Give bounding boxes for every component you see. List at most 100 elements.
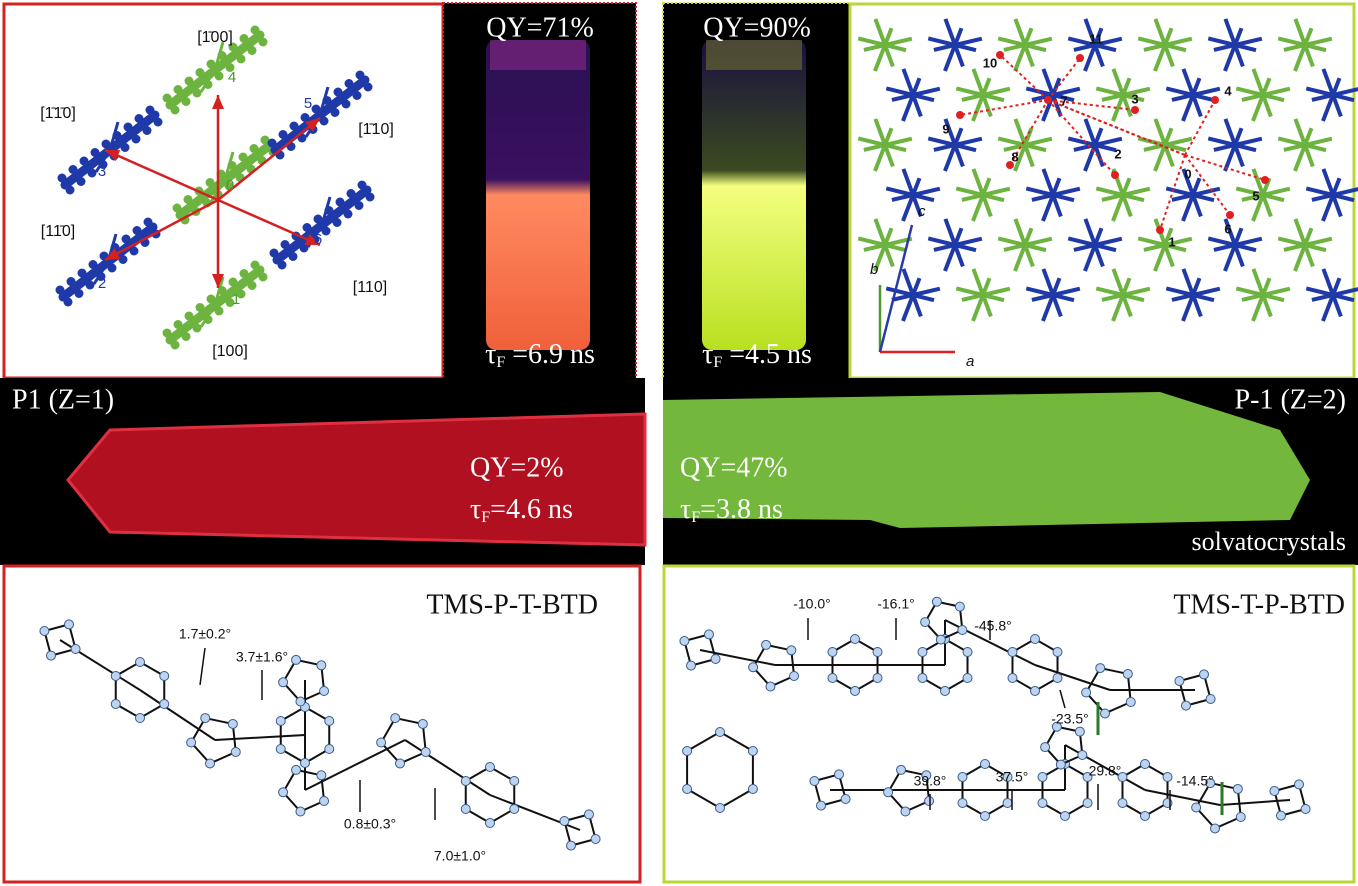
substituent [213,41,225,71]
atom [230,747,241,757]
molecule-arm [1331,294,1343,318]
note: solvatocrystals [1191,527,1346,556]
atom [390,713,401,724]
atom [192,88,202,98]
neighbor-tip [1131,106,1139,114]
atom [77,268,87,278]
molecule-arm [1305,86,1334,97]
atom [341,99,351,109]
molecule-arm [911,77,922,96]
atom [827,673,838,683]
atom [258,37,268,47]
molecule-arm [1233,127,1244,146]
atom [789,671,800,681]
neighbor-link [1009,99,1049,166]
atom [275,744,286,754]
atom [186,737,197,748]
molecule-arm [1153,18,1167,46]
atom [1030,634,1040,644]
molecule-arm [1122,286,1151,297]
crystal [66,412,647,547]
molecule-arm [1083,118,1097,146]
atom [850,634,860,644]
qy: QY=71% [486,12,594,43]
molecule-arm [971,268,985,296]
bond [699,649,776,666]
molecule-arm [1025,86,1054,97]
atom [170,340,180,350]
molecule-arm [954,36,983,47]
atom [748,662,759,673]
atom [162,93,172,103]
direction-label: [1̄1̄0] [40,105,76,122]
molecule-arm [1191,177,1202,196]
molecule-arm [1111,294,1125,322]
neighbor-link [1047,99,1186,156]
atom [1276,810,1286,821]
molecule-arm [955,286,984,297]
molecule-arm [1331,277,1342,296]
molecule-arm [981,77,992,96]
site-label: 0 [1184,166,1191,181]
molecule-arm [997,236,1026,247]
angle-label: 7.0±1.0° [434,848,486,864]
atom [258,272,268,282]
molecule-arm [1067,36,1096,47]
molecule-arm [1207,136,1236,147]
molecule-arm [1181,168,1195,196]
molecule-arm [912,286,941,297]
molecule-arm [1093,227,1104,246]
atom [921,770,932,781]
atom [940,686,950,696]
angle-label: -23.5° [1051,711,1089,727]
lifetime: τF =6.9 ns [485,339,595,370]
molecule-arm [1293,244,1307,272]
atom [145,105,155,115]
atom [70,644,81,654]
angle-label: 39.8° [914,773,947,789]
atom [238,152,248,162]
atom [1140,811,1150,821]
neighbor-tip [1156,226,1164,234]
qy: QY=2% [470,452,564,483]
atom [313,214,323,224]
molecule-arm [1262,86,1291,97]
molecule-arm [954,236,983,247]
molecule-arm [1261,77,1272,96]
molecule-arm [1165,286,1194,297]
molecule-arm [901,68,915,96]
molecule-arm [912,186,941,197]
atom [761,639,772,650]
molecule-arm [1262,186,1291,197]
neighbor-tip [1111,171,1119,179]
atom [1030,686,1040,696]
molecule-arm [943,118,957,146]
molecule-arm [1332,187,1358,197]
atom [121,234,131,244]
molecule-arm [1293,218,1307,246]
atom [335,197,345,207]
pointer [199,647,206,686]
atom [420,747,431,757]
atom [509,776,520,786]
atom [1077,750,1088,760]
molecule-arm [1321,294,1335,322]
axis [878,224,914,353]
molecule-arm [1121,77,1132,96]
molecule-arm [885,286,914,297]
molecule-arm [911,277,922,296]
atom [319,686,330,696]
atom [980,811,990,821]
molecule-arm [1153,144,1167,172]
atom [559,816,570,826]
molecule-arm [1051,94,1063,118]
molecule-arm [1234,236,1263,247]
atom [1117,772,1128,782]
direction-arrow [217,117,321,201]
substituent [94,149,112,173]
molecule-name: TMS-P-T-BTD [426,589,598,620]
molecule-arm [1137,236,1166,247]
molecule-panel [662,564,1356,884]
atom [1037,772,1048,782]
atom [291,654,302,665]
